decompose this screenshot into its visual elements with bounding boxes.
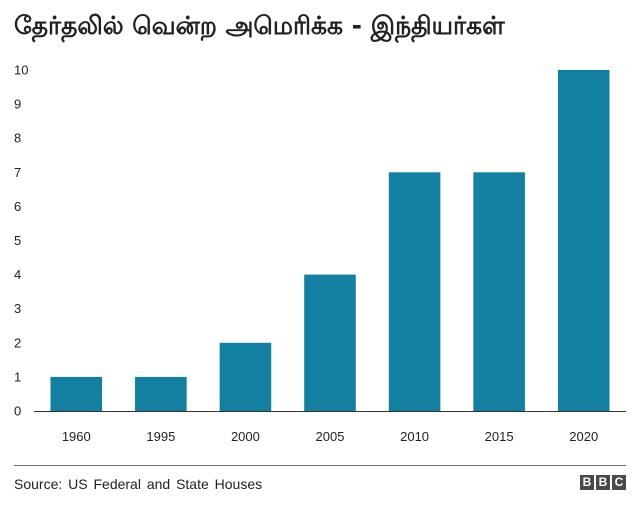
y-axis-ticks: 0 1 2 3 4 5 6 7 8 9 10 — [14, 63, 28, 419]
x-axis-ticks: 1960 1995 2000 2005 2010 2015 2020 — [62, 429, 598, 444]
chart-title: தேர்தலில் வென்ற அமெரிக்க - இந்தியர்கள் — [14, 11, 505, 40]
bars — [50, 70, 610, 411]
x-tick-label: 1960 — [62, 429, 91, 444]
bbc-logo: B B C — [580, 475, 626, 490]
footer-divider — [14, 465, 626, 466]
bar-2015 — [473, 172, 525, 411]
bar-2000 — [219, 342, 272, 411]
bbc-logo-letter: B — [596, 475, 610, 490]
bbc-logo-letter: C — [612, 475, 626, 490]
y-tick-label: 0 — [14, 404, 21, 419]
y-tick-label: 2 — [14, 335, 21, 350]
y-tick-label: 5 — [14, 233, 21, 248]
y-tick-label: 3 — [14, 301, 21, 316]
y-tick-label: 7 — [14, 165, 21, 180]
x-tick-label: 2015 — [485, 429, 514, 444]
y-tick-label: 1 — [14, 369, 21, 384]
y-tick-label: 8 — [14, 131, 21, 146]
x-tick-label: 1995 — [146, 429, 175, 444]
bar-1995 — [135, 376, 187, 411]
bbc-logo-letter: B — [580, 475, 594, 490]
bar-2020 — [557, 70, 610, 411]
source-note: Source: US Federal and State Houses — [14, 476, 263, 492]
y-tick-label: 6 — [14, 199, 21, 214]
x-tick-label: 2005 — [316, 429, 345, 444]
x-tick-label: 2020 — [569, 429, 598, 444]
y-tick-label: 9 — [14, 97, 21, 112]
bar-2005 — [304, 274, 356, 411]
bar-2010 — [388, 172, 441, 411]
y-tick-label: 4 — [14, 267, 21, 282]
bar-1960 — [50, 376, 103, 411]
y-tick-label: 10 — [14, 63, 28, 78]
x-tick-label: 2010 — [400, 429, 429, 444]
x-tick-label: 2000 — [231, 429, 260, 444]
